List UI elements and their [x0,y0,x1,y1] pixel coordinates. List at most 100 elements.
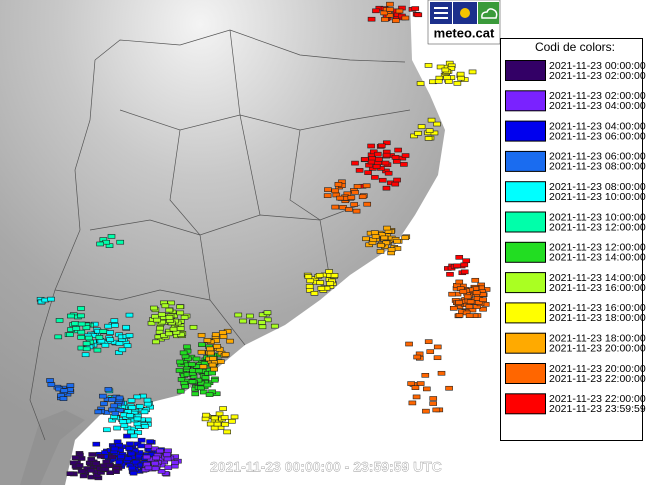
legend-from: 2021-11-23 22:00:00 [549,393,646,405]
lightning-strike [306,278,315,284]
lightning-strike [77,335,85,340]
lightning-strike [77,329,86,335]
lightning-strike [156,448,164,454]
lightning-strike [219,334,228,339]
lightning-strike [410,133,418,139]
lightning-strike [441,67,450,73]
lightning-strike [457,75,465,81]
lightning-strike [446,272,454,277]
lightning-strike [448,291,456,297]
logo-sun [460,8,470,18]
lightning-strike [424,63,433,68]
lightning-strike [387,247,396,252]
lightning-strike [375,157,383,162]
borders [29,29,411,441]
lightning-strike [94,409,103,415]
lightning-strike [92,441,101,447]
lightning-strike [443,75,451,80]
lightning-strike [358,194,367,200]
lightning-strike [367,143,375,149]
lightning-strike [107,234,116,239]
legend-to: 2021-11-23 18:00:00 [549,312,646,324]
lightning-strike [350,202,359,207]
lightning-strike [449,305,458,311]
lightning-strike [474,300,483,305]
lightning-strike [463,294,472,300]
lightning-strike [77,321,86,327]
lightning-strike [424,339,433,344]
lightning-strike [323,193,332,198]
legend-swatch [505,272,546,294]
lightning-strike [93,473,101,478]
legend-from: 2021-11-23 08:00:00 [549,181,646,193]
lightning-strike [249,319,258,325]
lightning-strike [331,188,340,194]
lightning-strike [210,366,218,372]
logo-cloud [481,8,498,19]
lightning-strike [427,117,436,123]
lightning-strike [106,330,114,335]
lightning-strike [141,424,149,429]
legend-to: 2021-11-23 14:00:00 [549,252,646,264]
lightning-strike [176,326,185,331]
lightning-strike [95,335,104,340]
lightning-strike [206,421,215,427]
legend-title: Codi de colors: [535,40,615,54]
lightning-strike [137,437,146,443]
lightning-strike [116,239,125,245]
lightning-strike [401,153,410,158]
lightning-strike [105,462,114,468]
legend-to: 2021-11-23 16:00:00 [549,282,646,294]
lightning-strike [426,349,435,354]
lightning-strike [382,152,391,158]
lightning-strike [432,407,441,413]
lightning-strike [79,473,88,479]
lightning-strike [92,461,101,466]
lightning-strike [55,318,64,323]
lightning-strike [103,427,111,433]
lightning-strike [317,286,326,291]
legend-to: 2021-11-23 10:00:00 [549,191,646,203]
lightning-strike [197,333,206,338]
lightning-strike [315,273,324,278]
legend-to: 2021-11-23 08:00:00 [549,161,646,173]
lightning-strike [47,382,56,387]
legend-from: 2021-11-23 06:00:00 [549,151,646,163]
lightning-strike [120,423,129,428]
lightning-strike [347,195,356,200]
lightning-strike [101,342,110,348]
lightning-strike [382,240,391,246]
lightning-strike [179,350,188,356]
lightning-strike [367,16,376,22]
lightning-strike [377,143,386,149]
lightning-strike [460,269,469,275]
lightning-strike [208,362,217,368]
lightning-strike [66,471,75,476]
lightning-strike [113,425,121,431]
lightning-strike [171,460,179,465]
lightning-strike [209,356,217,361]
lightning-strike [213,421,222,427]
lightning-strike [115,395,124,401]
lightning-strike [215,411,224,417]
lightning-strike [211,332,220,337]
lightning-strike [234,312,243,318]
lightning-strike [113,439,122,445]
lightning-strike [47,296,55,302]
lightning-strikes [36,1,491,481]
lightning-strike [391,155,400,160]
lightning-strike [400,162,408,167]
lightning-strike [455,279,464,285]
legend-from: 2021-11-23 14:00:00 [549,272,646,284]
lightning-strike [246,313,254,319]
lightning-strike [110,446,119,452]
legend-to: 2021-11-23 06:00:00 [549,130,646,142]
lightning-strike [143,397,152,403]
lightning-strike [197,349,206,355]
lightning-strike [263,317,272,323]
legend-from: 2021-11-23 00:00:00 [549,60,646,72]
lightning-strike [66,383,75,388]
lightning-strike [381,17,389,22]
lightning-strike [479,297,487,302]
